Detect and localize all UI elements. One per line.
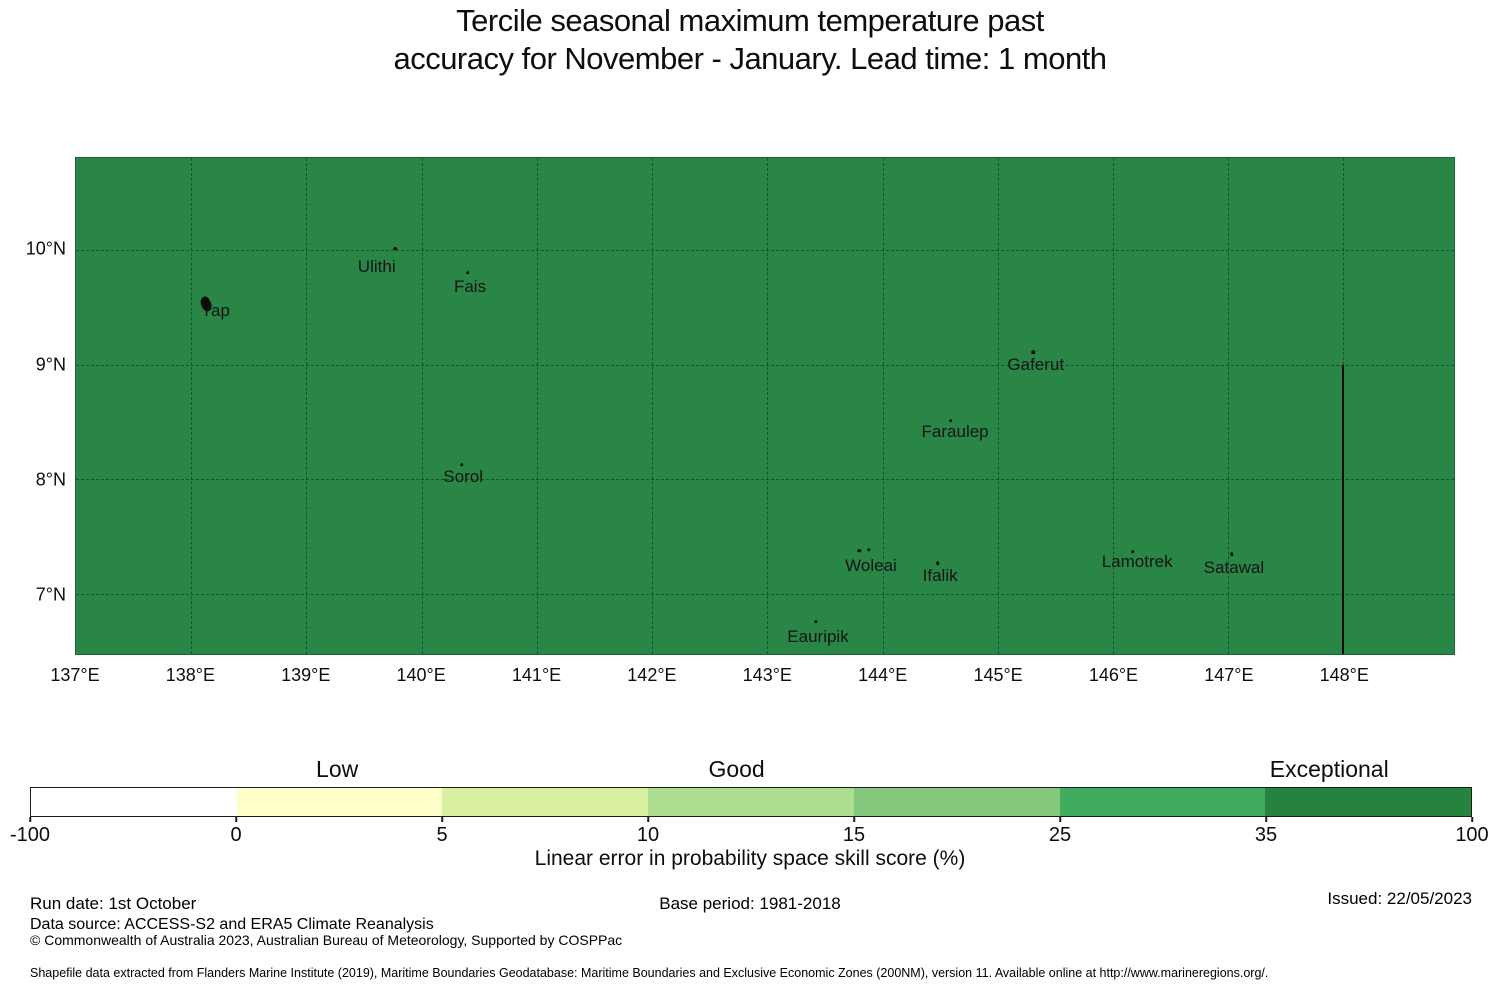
colorbar-tick-label: 0: [230, 824, 242, 846]
longitude-gridline: [536, 158, 538, 654]
island-marker: [948, 419, 953, 423]
colorbar-segment: [853, 788, 1060, 816]
x-axis-tick-label: 141°E: [511, 665, 562, 685]
shapefile-note-text: Shapefile data extracted from Flanders M…: [30, 966, 1269, 980]
colorbar-tick-mark: [647, 817, 649, 822]
chart-title: Tercile seasonal maximum temperature pas…: [0, 2, 1500, 78]
longitude-gridline: [997, 158, 999, 654]
chart-title-line2: accuracy for November - January. Lead ti…: [393, 41, 1107, 76]
island-marker: [1229, 552, 1234, 556]
map: Yap Ulithi Fais Sorol Gaferut Faraulep Woleai I…: [26, 157, 1455, 685]
longitude-gridline: [191, 158, 193, 654]
island-label: Woleai: [845, 555, 897, 575]
colorbar-bar: [30, 787, 1472, 817]
y-axis-tick-label: 10°N: [25, 238, 66, 259]
island-marker: [465, 271, 470, 275]
island-label: Lamotrek: [1101, 552, 1173, 572]
longitude-gridline: [1112, 158, 1114, 654]
colorbar-segment: [1265, 788, 1472, 816]
longitude-gridline: [652, 158, 654, 654]
copyright-text: © Commonwealth of Australia 2023, Austra…: [30, 932, 623, 948]
x-axis-tick-label: 143°E: [742, 665, 792, 685]
x-axis-tick-label: 137°E: [50, 665, 100, 685]
colorbar-tick-mark: [1059, 817, 1061, 822]
colorbar-segment: [648, 788, 854, 816]
x-axis-tick-label: 145°E: [973, 665, 1023, 685]
latitude-gridline: [76, 594, 1454, 596]
x-axis-tick-label: 138°E: [165, 665, 215, 685]
island-label: Fais: [453, 276, 487, 296]
run-date-text: Run date: 1st October: [30, 894, 197, 913]
colorbar-tick-mark: [853, 817, 855, 822]
x-axis-tick-label: 139°E: [281, 665, 331, 685]
y-axis-tick-label: 7°N: [35, 584, 66, 605]
colorbar-tick-label: 10: [636, 824, 660, 846]
island-marker: [1031, 350, 1036, 354]
island-label: Sorol: [443, 467, 483, 487]
colorbar-axis-label: Linear error in probability space skill …: [534, 847, 966, 870]
x-axis-tick-label: 140°E: [396, 665, 446, 685]
colorbar-tick-label: 100: [1455, 824, 1489, 846]
map-canvas: Yap Ulithi Fais Sorol Gaferut Faraulep Woleai I…: [75, 157, 1455, 655]
colorbar-segment: [1059, 788, 1266, 816]
base-period-text: Base period: 1981-2018: [659, 894, 841, 913]
longitude-gridline: [882, 158, 884, 654]
longitude-gridline: [767, 158, 769, 654]
colorbar: -100 0 5 10 15 25 35 100 Low Good Exceptional: [10, 756, 1489, 846]
island-marker: [460, 462, 464, 467]
colorbar-tick-mark: [29, 817, 31, 822]
colorbar-tick-label: 35: [1254, 824, 1278, 846]
y-axis-tick-label: 9°N: [35, 354, 66, 374]
island-label: Gaferut: [1007, 354, 1065, 374]
colorbar-tick-label: -100: [9, 824, 51, 846]
island-marker: [813, 620, 818, 624]
chart-title-line1: Tercile seasonal maximum temperature pas…: [456, 3, 1044, 38]
longitude-gridline: [421, 158, 423, 654]
island-label: Satawal: [1203, 557, 1265, 577]
issued-date-text: Issued: 22/05/2023: [1327, 889, 1472, 908]
island-marker: [866, 547, 871, 552]
colorbar-segment: [442, 788, 649, 816]
latitude-gridline: [76, 249, 1454, 251]
colorbar-tick-label: 25: [1048, 824, 1072, 846]
island-label: Eauripik: [787, 626, 849, 646]
latitude-gridline: [76, 364, 1454, 366]
colorbar-tick-label: 15: [842, 824, 866, 846]
x-axis-tick-label: 146°E: [1088, 665, 1139, 685]
island-marker: [393, 246, 397, 251]
latitude-gridline: [76, 479, 1454, 481]
colorbar-category-label: Good: [708, 756, 765, 782]
x-axis-tick-label: 144°E: [858, 665, 908, 685]
x-axis-tick-label: 147°E: [1204, 665, 1254, 685]
island-label: Yap: [200, 300, 230, 320]
colorbar-segment: [236, 788, 443, 816]
longitude-gridline: [306, 158, 308, 654]
colorbar-category-label: Exceptional: [1269, 756, 1389, 782]
x-axis-tick-label: 148°E: [1319, 665, 1369, 685]
island-label: Ulithi: [357, 257, 396, 277]
colorbar-tick-mark: [1471, 817, 1473, 822]
colorbar-tick-mark: [235, 817, 237, 822]
colorbar-category-label: Low: [316, 756, 359, 782]
island-label: Faraulep: [921, 422, 989, 442]
y-axis-tick-label: 8°N: [35, 469, 66, 490]
island-label: Ifalik: [922, 565, 958, 585]
x-axis-tick-label: 142°E: [627, 665, 677, 685]
colorbar-tick-label: 5: [436, 824, 448, 846]
island-marker: [857, 548, 862, 553]
longitude-gridline: [1228, 158, 1230, 654]
island-marker: [1130, 550, 1135, 554]
island-marker: [936, 561, 940, 566]
colorbar-tick-mark: [1265, 817, 1267, 822]
colorbar-tick-mark: [441, 817, 443, 822]
data-source-text: Data source: ACCESS-S2 and ERA5 Climate …: [30, 916, 434, 933]
maritime-boundary-line: [1342, 364, 1345, 654]
colorbar-segment: [31, 788, 237, 816]
